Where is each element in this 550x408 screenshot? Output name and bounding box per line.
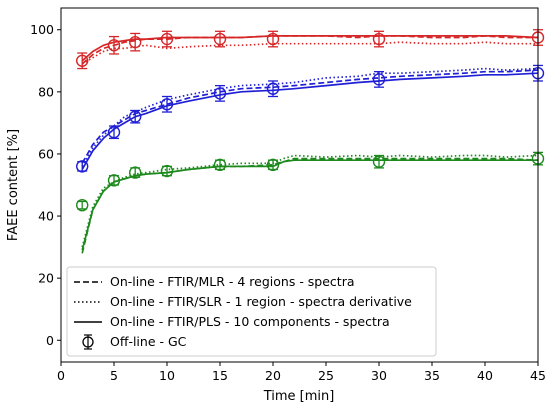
x-tick-label: 35 — [424, 368, 440, 383]
gc-point-red — [75, 52, 89, 70]
legend: On-line - FTIR/MLR - 4 regions - spectra… — [66, 266, 437, 357]
gc-point-red — [107, 35, 121, 55]
y-tick-label: 20 — [38, 271, 54, 286]
x-axis-ticks: 0 5 10 15 20 25 30 35 40 45 — [57, 362, 546, 383]
gc-point-red — [213, 30, 227, 48]
gc-point-green — [372, 154, 386, 169]
y-axis-ticks: 0 20 40 60 80 100 — [30, 22, 61, 348]
series-line-red-mlr — [81, 35, 538, 65]
legend-label-slr: On-line - FTIR/SLR - 1 region - spectra … — [110, 294, 412, 309]
plot-area — [75, 29, 545, 254]
gc-point-blue — [372, 71, 386, 88]
x-tick-label: 25 — [318, 368, 334, 383]
gc-point-blue — [160, 95, 174, 113]
x-tick-label: 5 — [110, 368, 118, 383]
legend-swatch-marker — [82, 334, 94, 350]
x-tick-label: 30 — [371, 368, 387, 383]
x-tick-label: 45 — [530, 368, 546, 383]
gc-point-red — [128, 32, 142, 52]
legend-label-gc: Off-line - GC — [110, 334, 187, 349]
y-tick-label: 0 — [46, 333, 54, 348]
y-tick-label: 80 — [38, 84, 54, 99]
gc-point-green — [266, 158, 280, 172]
y-tick-label: 60 — [38, 146, 54, 161]
x-tick-label: 15 — [212, 368, 228, 383]
x-tick-label: 20 — [265, 368, 281, 383]
legend-label-mlr: On-line - FTIR/MLR - 4 regions - spectra — [110, 274, 355, 289]
series-line-green-mlr — [81, 157, 539, 254]
gc-point-green — [213, 158, 227, 172]
gc-point-red — [266, 30, 280, 48]
y-tick-label: 100 — [30, 22, 54, 37]
series-line-green-pls — [81, 159, 538, 251]
gc-point-blue — [128, 109, 142, 124]
gc-point-blue — [75, 160, 89, 173]
series-line-green-slr — [81, 154, 539, 248]
gc-point-blue — [107, 125, 121, 140]
gc-point-green — [107, 174, 121, 187]
y-axis-label: FAEE content [%] — [6, 129, 21, 241]
y-tick-label: 40 — [38, 209, 54, 224]
gc-point-blue — [213, 84, 227, 102]
series-line-red-slr — [81, 41, 538, 65]
gc-point-red — [160, 30, 174, 48]
gc-point-blue — [266, 80, 280, 98]
axes-frame — [60, 7, 539, 363]
series-line-blue-mlr — [81, 69, 539, 164]
gc-point-green — [128, 166, 142, 179]
series-line-blue-pls — [81, 72, 539, 170]
legend-box — [66, 266, 437, 357]
x-axis-label: Time [min] — [263, 389, 335, 404]
series-line-red-pls — [81, 35, 539, 62]
gc-point-red — [372, 30, 386, 48]
legend-label-pls: On-line - FTIR/PLS - 10 components - spe… — [110, 314, 390, 329]
gc-point-green — [75, 198, 89, 212]
x-tick-label: 0 — [57, 368, 65, 383]
x-tick-label: 10 — [159, 368, 175, 383]
x-tick-label: 40 — [477, 368, 493, 383]
gc-point-green — [160, 164, 174, 178]
